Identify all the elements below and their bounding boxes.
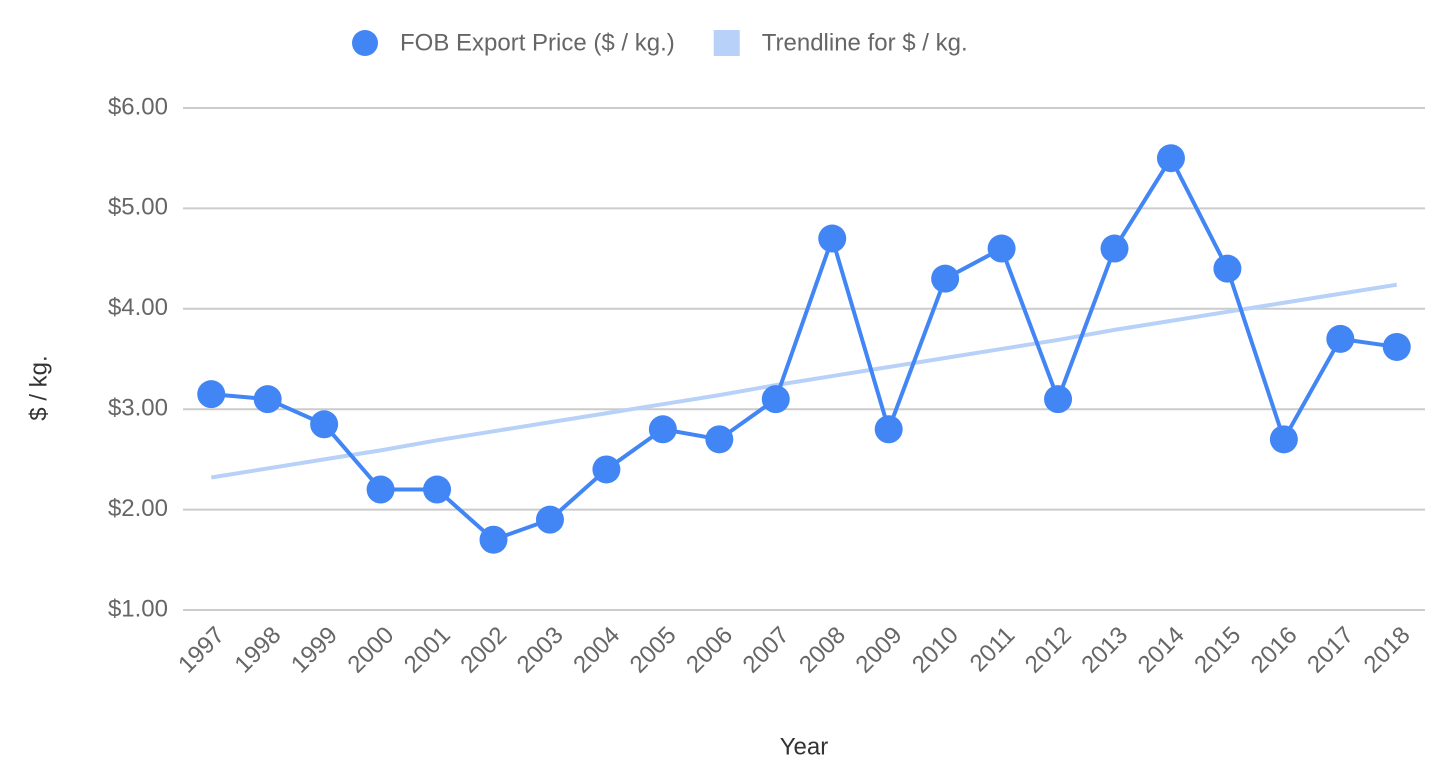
x-tick-label: 2001	[399, 622, 456, 679]
x-tick-label: 1999	[286, 622, 343, 679]
data-point	[874, 415, 903, 444]
legend-label: Trendline for $ / kg.	[762, 29, 968, 56]
legend-marker	[352, 30, 378, 56]
x-tick-label: 2004	[568, 622, 625, 679]
y-tick-label: $2.00	[108, 495, 168, 522]
x-tick-label: 2005	[625, 622, 682, 679]
data-point	[535, 505, 564, 534]
data-point	[592, 455, 621, 484]
x-tick-label: 2012	[1020, 622, 1077, 679]
x-tick-label: 2015	[1189, 622, 1246, 679]
data-point	[1326, 324, 1355, 353]
data-point	[818, 224, 847, 253]
legend-label: FOB Export Price ($ / kg.)	[400, 29, 675, 56]
data-point	[648, 415, 677, 444]
data-point	[1100, 234, 1129, 263]
x-tick-label: 2010	[907, 622, 964, 679]
data-point	[310, 410, 339, 439]
trendline	[210, 282, 1398, 480]
y-tick-label: $5.00	[108, 194, 168, 221]
data-point	[1213, 254, 1242, 283]
x-axis-title: Year	[780, 733, 829, 760]
data-point	[987, 234, 1016, 263]
data-point	[479, 525, 508, 554]
x-tick-label: 2014	[1133, 622, 1190, 679]
x-tick-label: 2000	[342, 622, 399, 679]
data-point	[197, 380, 226, 409]
y-tick-label: $1.00	[108, 595, 168, 622]
x-tick-label: 2009	[851, 622, 908, 679]
x-tick-label: 1998	[230, 622, 287, 679]
x-tick-label: 2008	[794, 622, 851, 679]
data-point	[1044, 385, 1073, 414]
x-tick-label: 2016	[1246, 622, 1303, 679]
data-point	[761, 385, 790, 414]
data-point	[931, 264, 960, 293]
x-tick-label: 1997	[173, 622, 230, 679]
data-point	[705, 425, 734, 454]
x-tick-label: 2007	[738, 622, 795, 679]
x-tick-label: 2018	[1359, 622, 1416, 679]
series-line	[211, 154, 1398, 543]
data-point	[253, 385, 282, 414]
y-axis-title: $ / kg.	[25, 355, 52, 420]
data-point	[1382, 332, 1411, 361]
x-tick-label: 2017	[1302, 622, 1359, 679]
x-tick-label: 2003	[512, 622, 569, 679]
legend-marker	[713, 30, 740, 56]
y-tick-label: $6.00	[108, 93, 168, 120]
data-point	[423, 475, 452, 504]
x-tick-label: 2002	[455, 622, 512, 679]
y-tick-label: $4.00	[108, 294, 168, 321]
data-point	[1156, 144, 1185, 173]
data-point	[366, 475, 395, 504]
y-tick-label: $3.00	[108, 395, 168, 422]
x-tick-label: 2006	[681, 622, 738, 679]
data-point	[1269, 425, 1298, 454]
x-tick-label: 2011	[965, 622, 1021, 678]
x-tick-label: 2013	[1076, 622, 1133, 679]
